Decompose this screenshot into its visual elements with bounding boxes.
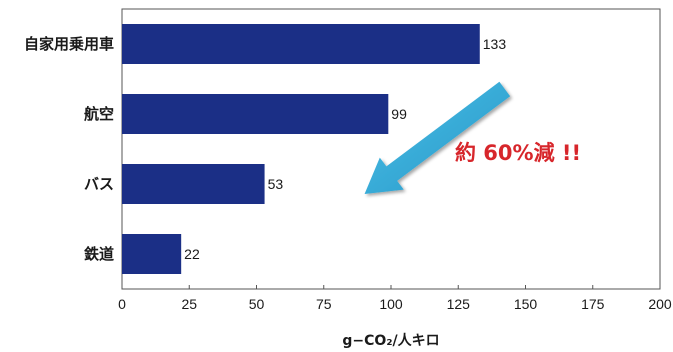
x-tick-label-8: 200 [648, 296, 672, 312]
x-tick-label-3: 75 [316, 296, 332, 312]
x-tick-label-2: 50 [249, 296, 265, 312]
data-label-1: 99 [391, 106, 407, 122]
x-tick-label-1: 25 [181, 296, 197, 312]
x-tick-label-6: 150 [514, 296, 538, 312]
bar-0 [122, 24, 480, 64]
bar-3 [122, 234, 182, 274]
reduction-annotation: 約 60%減 !! [455, 141, 581, 165]
category-label-3: 鉄道 [84, 245, 114, 263]
x-tick-label-4: 100 [379, 296, 403, 312]
x-tick-label-0: 0 [118, 296, 126, 312]
bar-1 [122, 94, 389, 134]
decrease-arrow-icon [364, 81, 511, 194]
x-tick-label-5: 125 [447, 296, 471, 312]
data-label-2: 53 [268, 176, 284, 192]
data-label-3: 22 [184, 246, 200, 262]
bar-2 [122, 164, 265, 204]
category-label-2: バス [84, 175, 114, 193]
category-label-1: 航空 [84, 105, 114, 123]
category-label-0: 自家用乗用車 [24, 35, 114, 53]
x-tick-label-7: 175 [581, 296, 605, 312]
data-label-0: 133 [483, 36, 507, 52]
x-axis-label: g−CO₂/人キロ [342, 332, 439, 349]
